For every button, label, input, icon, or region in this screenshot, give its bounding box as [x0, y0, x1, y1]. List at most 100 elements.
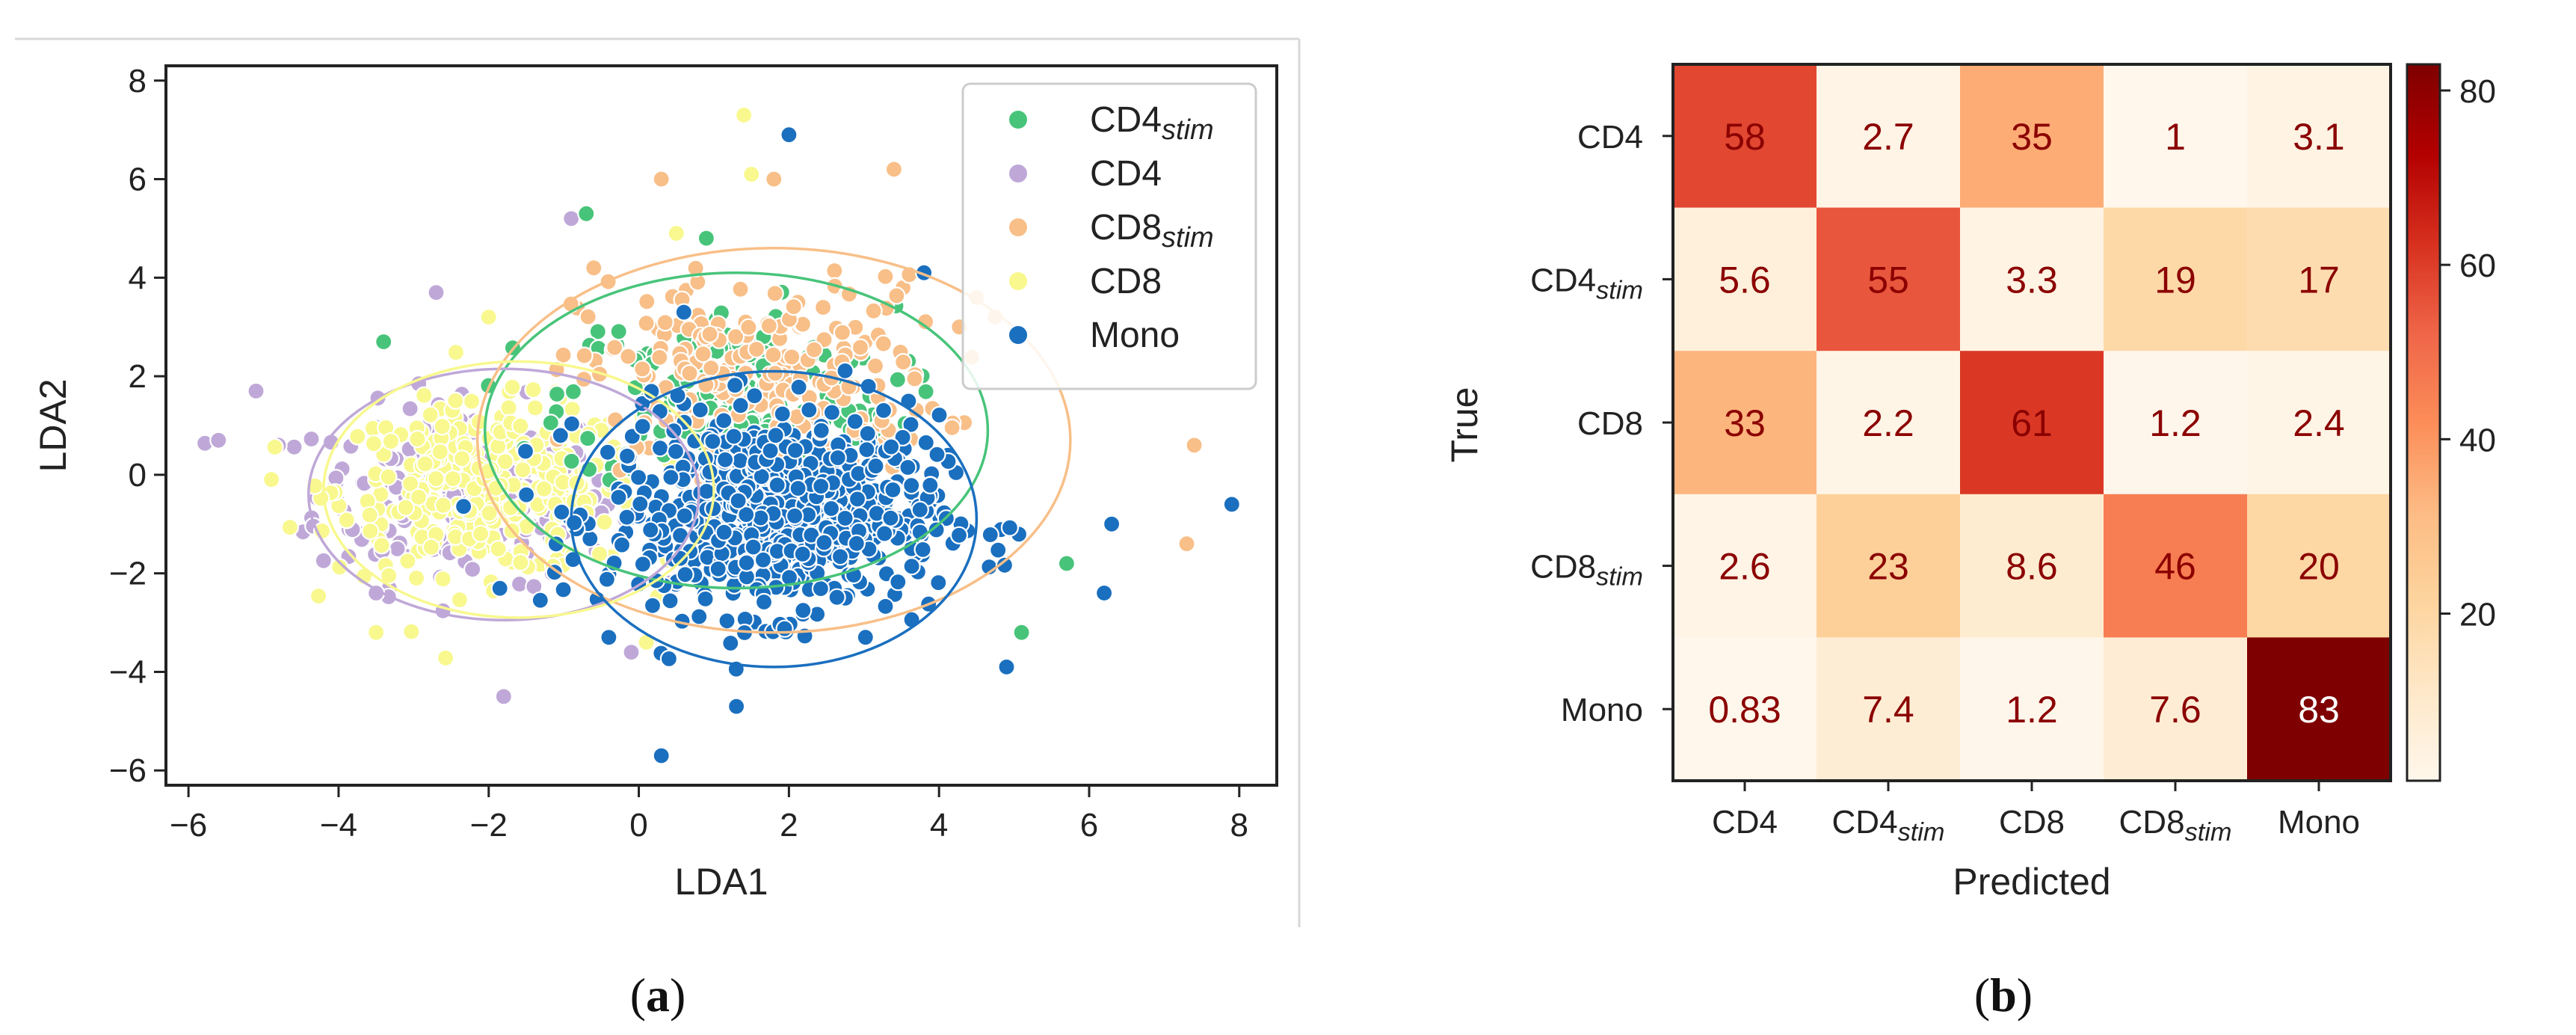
scatter-point — [671, 549, 690, 568]
scatter-point — [800, 401, 819, 420]
heatmap-cell-value: 46 — [2154, 546, 2196, 588]
scatter-point — [902, 610, 921, 629]
scatter-panel: −6 −4 −2 0 2 4 6 8 −6 −4 −2 0 2 4 6 8 LDA1 LDA2 CD4sti… — [32, 63, 1278, 903]
heatmap-cell-value: 23 — [1867, 546, 1909, 588]
ellipse-cd4-stim — [483, 271, 990, 590]
scatter-outlier-point — [697, 229, 716, 248]
x-tick-label: −6 — [170, 807, 207, 844]
heatmap-cell — [2247, 351, 2391, 495]
heatmap-cell — [2104, 637, 2248, 781]
scatter-point — [422, 538, 441, 556]
scatter-point — [874, 334, 893, 353]
scatter-outlier-point — [427, 283, 446, 302]
scatter-point — [562, 414, 582, 433]
scatter-point — [881, 437, 901, 456]
scatter-point — [876, 597, 895, 616]
scatter-point — [633, 417, 652, 436]
scatter-point — [789, 378, 808, 396]
scatter-point — [921, 476, 940, 495]
scatter-outlier-point — [727, 697, 746, 716]
scatter-outlier-point — [375, 332, 393, 351]
scatter-point — [764, 345, 783, 364]
colorbar — [2406, 63, 2441, 782]
scatter-point — [348, 427, 367, 446]
heatmap-cell — [1960, 637, 2104, 781]
scatter-point — [396, 498, 415, 517]
scatter-point — [398, 552, 417, 571]
scatter-point — [372, 536, 391, 555]
heatmap-col-label: CD4stim — [1832, 804, 1945, 847]
heatmap-cell-value: 2.4 — [2293, 402, 2345, 444]
scatter-point — [617, 446, 637, 466]
scatter-point — [462, 392, 481, 411]
scatter-point — [894, 353, 913, 372]
scatter-point — [534, 479, 553, 498]
scatter-point — [747, 340, 766, 359]
scatter-point — [804, 340, 824, 359]
heatmap-cell-value: 5.6 — [1719, 259, 1771, 301]
scatter-x-label: LDA1 — [674, 861, 768, 903]
heatmap-cell-value: 3.3 — [2006, 259, 2058, 301]
scatter-point — [928, 445, 946, 464]
colorbar-tick-label: 20 — [2459, 597, 2496, 633]
scatter-point — [831, 547, 850, 566]
scatter-point — [858, 424, 877, 443]
scatter-point — [725, 376, 745, 395]
scatter-point — [700, 325, 719, 343]
legend-entry: CD4 — [1090, 154, 1162, 194]
scatter-point — [454, 497, 473, 516]
scatter-point — [874, 401, 893, 420]
heatmap-cell-value: 1.2 — [2006, 689, 2058, 731]
scatter-point — [715, 450, 735, 469]
scatter-point — [930, 405, 949, 425]
scatter-point — [638, 292, 656, 311]
scatter-outlier-point — [479, 307, 498, 327]
heatmap-col-label: CD4 — [1712, 804, 1778, 841]
ellipse-mono — [570, 369, 979, 669]
scatter-point — [686, 259, 705, 277]
heatmap-cell-value: 2.7 — [1862, 116, 1914, 158]
scatter-point — [789, 479, 807, 498]
heatmap-cell — [1673, 351, 1817, 495]
heatmap-row-label: CD8stim — [1530, 549, 1643, 592]
x-tick-label: 8 — [1230, 807, 1248, 844]
heatmap-col-label: Mono — [2278, 804, 2360, 841]
scatter-point — [499, 399, 518, 417]
scatter-point — [691, 400, 709, 420]
scatter-point — [433, 417, 452, 436]
y-tick-label: 6 — [129, 162, 147, 198]
scatter-point — [609, 488, 628, 507]
scatter-point — [524, 380, 543, 399]
scatter-point — [443, 469, 463, 488]
scatter-point — [731, 280, 750, 298]
x-tick-label: 4 — [930, 807, 948, 844]
scatter-point — [431, 443, 449, 461]
scatter-point — [619, 347, 638, 366]
heatmap-row-label: CD4stim — [1530, 262, 1643, 304]
scatter-point — [598, 443, 617, 461]
scatter-point — [643, 596, 662, 615]
scatter-point — [1000, 518, 1020, 537]
y-tick-label: 8 — [129, 63, 147, 99]
scatter-point — [360, 506, 379, 524]
legend-marker — [1008, 217, 1029, 238]
heatmap-cell-value: 2.2 — [1862, 402, 1914, 444]
scatter-point — [337, 511, 356, 529]
scatter-point — [675, 506, 694, 525]
scatter-point — [450, 590, 469, 609]
ellipse-cd4 — [307, 367, 700, 622]
scatter-outlier-point — [734, 105, 754, 124]
heatmap-cell-value: 35 — [2011, 116, 2053, 158]
caption-a: (a) — [630, 968, 686, 1022]
scatter-point — [662, 468, 680, 487]
scatter-point — [822, 403, 842, 422]
scatter-point — [650, 348, 669, 366]
scatter-point — [822, 499, 841, 518]
heatmap-cell-value: 83 — [2298, 689, 2340, 731]
scatter-point — [650, 439, 670, 458]
legend-box — [961, 82, 1257, 390]
scatter-point — [554, 580, 573, 599]
heatmap-cell-value: 55 — [1867, 259, 1909, 301]
scatter-y-label: LDA2 — [32, 378, 74, 472]
scatter-point — [902, 476, 921, 495]
